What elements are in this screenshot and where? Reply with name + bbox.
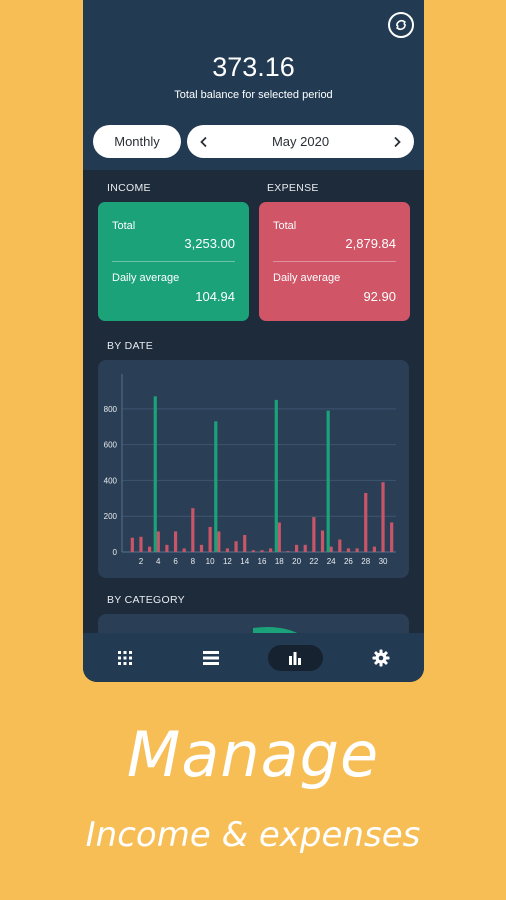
expense-total-label: Total: [273, 220, 297, 232]
expense-bar: [148, 546, 152, 552]
nav-settings[interactable]: [353, 633, 409, 682]
expense-avg-label: Daily average: [273, 272, 341, 284]
expense-bar: [225, 548, 230, 552]
expense-bar: [390, 522, 394, 552]
previous-month-button[interactable]: [191, 125, 217, 158]
expense-bar: [338, 539, 342, 552]
next-month-button[interactable]: [384, 125, 410, 158]
expense-bar: [303, 544, 307, 552]
chevron-right-icon: [394, 136, 401, 147]
expense-bar: [269, 548, 273, 552]
x-tick-label: 12: [223, 557, 232, 566]
bottom-navigation: [83, 633, 424, 682]
bar-chart-icon: [289, 651, 301, 665]
expense-title: EXPENSE: [267, 182, 319, 194]
income-bar: [274, 399, 278, 552]
expense-bar: [173, 531, 178, 552]
income-bar: [214, 421, 218, 552]
expense-total-value: 2,879.84: [345, 236, 396, 251]
x-tick-label: 18: [275, 557, 284, 566]
sync-icon: [396, 19, 406, 31]
expense-bar: [381, 482, 385, 552]
y-tick-label: 200: [104, 512, 118, 521]
expense-bar: [165, 544, 169, 552]
expense-bar: [130, 537, 134, 552]
expense-bar: [277, 522, 281, 552]
x-tick-label: 10: [206, 557, 215, 566]
expense-bar: [182, 548, 186, 552]
promo-headline: Manage: [126, 718, 380, 791]
month-label: May 2020: [271, 134, 330, 149]
balance-label: Total balance for selected period: [174, 89, 333, 101]
x-tick-label: 6: [173, 557, 178, 566]
x-tick-label: 30: [379, 557, 388, 566]
gear-icon: [372, 649, 390, 666]
period-mode-button[interactable]: Monthly: [93, 125, 181, 158]
expense-bar: [217, 531, 221, 552]
chevron-left-icon: [200, 136, 207, 147]
by-date-title: BY DATE: [107, 340, 154, 352]
expense-bar: [294, 544, 299, 552]
phone-screen: 373.16 Total balance for selected period…: [83, 0, 424, 682]
income-divider: [112, 261, 235, 262]
sync-button[interactable]: [388, 12, 414, 38]
x-tick-label: 8: [191, 557, 196, 566]
expense-bar: [208, 526, 212, 552]
header-section: 373.16 Total balance for selected period…: [83, 0, 424, 170]
expense-divider: [273, 261, 396, 262]
month-selector: May 2020: [187, 125, 414, 158]
income-total-label: Total: [112, 220, 136, 232]
y-tick-label: 800: [104, 405, 118, 414]
x-tick-label: 2: [139, 557, 144, 566]
expense-bar: [364, 492, 368, 552]
y-tick-label: 400: [104, 476, 118, 485]
nav-statistics-active-pill: [267, 644, 323, 671]
x-tick-label: 20: [292, 557, 301, 566]
expense-bar: [286, 551, 290, 552]
expense-bar: [191, 508, 195, 552]
expense-bar: [372, 546, 376, 552]
promo-subline: Income & expenses: [85, 815, 421, 855]
expense-bar: [243, 535, 247, 552]
x-tick-label: 4: [156, 557, 161, 566]
y-tick-label: 600: [104, 441, 118, 450]
nav-statistics[interactable]: [267, 633, 323, 682]
income-title: INCOME: [107, 182, 151, 194]
x-tick-label: 24: [327, 557, 336, 566]
expense-bar: [234, 541, 238, 552]
expense-bar: [251, 550, 255, 552]
x-tick-label: 22: [309, 557, 318, 566]
grid-icon: [118, 650, 132, 665]
expense-bar: [139, 536, 143, 552]
expense-bar: [346, 548, 351, 552]
expense-card[interactable]: Total 2,879.84 Daily average 92.90: [259, 202, 410, 321]
income-total-value: 3,253.00: [184, 236, 235, 251]
x-tick-label: 26: [344, 557, 353, 566]
income-card[interactable]: Total 3,253.00 Daily average 104.94: [98, 202, 249, 321]
x-tick-label: 14: [240, 557, 249, 566]
y-tick-label: 0: [113, 548, 118, 557]
expense-avg-value: 92.90: [363, 289, 396, 304]
x-tick-label: 28: [361, 557, 370, 566]
expense-bar: [260, 550, 264, 552]
income-bar: [326, 410, 330, 552]
expense-bar: [312, 517, 316, 552]
expense-bar: [355, 548, 359, 552]
expense-bar: [329, 546, 333, 552]
income-avg-value: 104.94: [195, 289, 235, 304]
by-date-chart: 0 200 400 600 800 2 4 6 8 10 12 14 16 18 20 22 24 26 28 30: [98, 360, 409, 578]
expense-bar: [199, 544, 204, 552]
list-icon: [203, 650, 219, 665]
nav-transactions[interactable]: [183, 633, 239, 682]
balance-value: 373.16: [212, 52, 295, 82]
income-avg-label: Daily average: [112, 272, 180, 284]
nav-dashboard[interactable]: [97, 633, 153, 682]
by-category-title: BY CATEGORY: [107, 594, 185, 606]
expense-bar: [156, 531, 160, 552]
income-bar: [153, 396, 157, 552]
expense-bar: [320, 530, 325, 552]
x-tick-label: 16: [258, 557, 267, 566]
